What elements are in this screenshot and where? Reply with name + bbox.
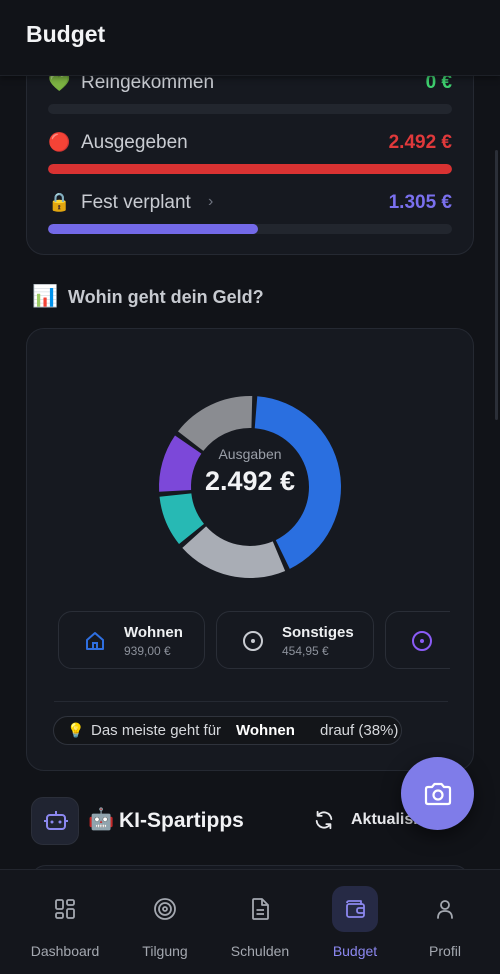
lightbulb-icon: 💡 xyxy=(67,722,85,738)
ki-tips-title: KI-Spartipps xyxy=(119,809,244,832)
ki-tips-header: 🤖 KI-Spartipps Aktualisi xyxy=(31,797,471,845)
dashboard-icon xyxy=(42,886,88,932)
user-icon xyxy=(422,886,468,932)
divider xyxy=(54,701,448,702)
spent-bar-fill xyxy=(48,164,452,174)
robot-emoji-icon: 🤖 xyxy=(88,808,115,831)
app-header: Budget xyxy=(0,0,500,76)
scrollbar[interactable] xyxy=(495,150,498,420)
stat-income-value: 0 € xyxy=(425,72,452,93)
stat-fixed-label: Fest verplant xyxy=(81,192,191,213)
nav-label: Profil xyxy=(429,943,461,959)
chip-amount: 454,95 € xyxy=(282,644,329,658)
category-chip-sonstiges[interactable]: Sonstiges 454,95 € xyxy=(216,611,374,669)
insight-suffix: drauf (38%) xyxy=(320,722,399,739)
nav-item-dashboard[interactable]: Dashboard xyxy=(15,870,115,974)
document-icon xyxy=(237,886,283,932)
bottom-navigation: Dashboard Tilgung Schulden xyxy=(0,869,500,974)
stat-income-label: Reingekommen xyxy=(81,72,215,93)
stat-fixed-value: 1.305 € xyxy=(388,192,452,213)
chip-name: Wohnen xyxy=(124,624,183,641)
category-chip-wohnen[interactable]: Wohnen 939,00 € xyxy=(58,611,205,669)
chip-name: Sonstiges xyxy=(282,624,354,641)
green-heart-icon: 💚 xyxy=(48,72,71,92)
section-title: Wohin geht dein Geld? xyxy=(68,287,264,307)
insight-highlight: Wohnen xyxy=(236,722,295,739)
donut-center-label: Ausgaben xyxy=(218,446,282,462)
lock-icon: 🔒 xyxy=(48,192,71,212)
refresh-button[interactable]: Aktualisi xyxy=(351,811,418,828)
camera-scan-button[interactable] xyxy=(401,757,474,830)
nav-label: Tilgung xyxy=(142,943,188,959)
refresh-icon[interactable] xyxy=(313,809,335,831)
nav-label: Budget xyxy=(332,943,378,959)
target-icon xyxy=(142,886,188,932)
red-circle-icon: 🔴 xyxy=(48,132,71,152)
stat-income: 💚 Reingekommen 0 € xyxy=(48,72,452,94)
donut-slice-sonstiges[interactable] xyxy=(182,526,286,578)
fixed-bar xyxy=(48,224,452,234)
nav-item-budget[interactable]: Budget xyxy=(315,870,395,974)
nav-label: Dashboard xyxy=(30,943,100,959)
chevron-right-icon: › xyxy=(208,193,214,210)
bot-icon xyxy=(31,797,79,845)
donut-slice-wohnen[interactable] xyxy=(254,396,341,569)
bar-chart-icon: 📊 xyxy=(32,285,59,308)
nav-item-schulden[interactable]: Schulden xyxy=(220,870,300,974)
home-icon xyxy=(86,632,104,650)
stat-spent-value: 2.492 € xyxy=(388,132,452,153)
spending-donut-chart xyxy=(159,396,341,578)
circle-dot-icon xyxy=(412,631,432,651)
camera-icon xyxy=(424,782,452,806)
insight-badge: 💡 Das meiste geht für Wohnen drauf (38%) xyxy=(53,716,402,745)
donut-slice-category-4[interactable] xyxy=(159,435,202,492)
page-title: Budget xyxy=(26,21,106,47)
stat-spent-label: Ausgegeben xyxy=(81,132,188,153)
spent-bar xyxy=(48,164,452,174)
nav-label: Schulden xyxy=(230,943,290,959)
donut-center-value: 2.492 € xyxy=(204,466,296,496)
stat-fixed[interactable]: 🔒 Fest verplant › 1.305 € xyxy=(48,192,452,214)
wallet-icon xyxy=(332,886,378,932)
income-bar xyxy=(48,104,452,114)
category-chips[interactable]: Wohnen 939,00 € Sonstiges 454,95 € xyxy=(58,611,450,671)
insight-prefix: Das meiste geht für xyxy=(91,722,222,739)
donut-slice-category-5[interactable] xyxy=(177,396,253,451)
circle-dot-icon xyxy=(243,631,263,651)
chip-amount: 939,00 € xyxy=(124,644,171,658)
nav-item-tilgung[interactable]: Tilgung xyxy=(125,870,205,974)
fixed-bar-fill xyxy=(48,224,259,234)
category-chip-third[interactable] xyxy=(385,611,450,669)
donut-slice-category-3[interactable] xyxy=(159,493,204,544)
stat-spent: 🔴 Ausgegeben 2.492 € xyxy=(48,132,452,154)
nav-item-profil[interactable]: Profil xyxy=(405,870,485,974)
